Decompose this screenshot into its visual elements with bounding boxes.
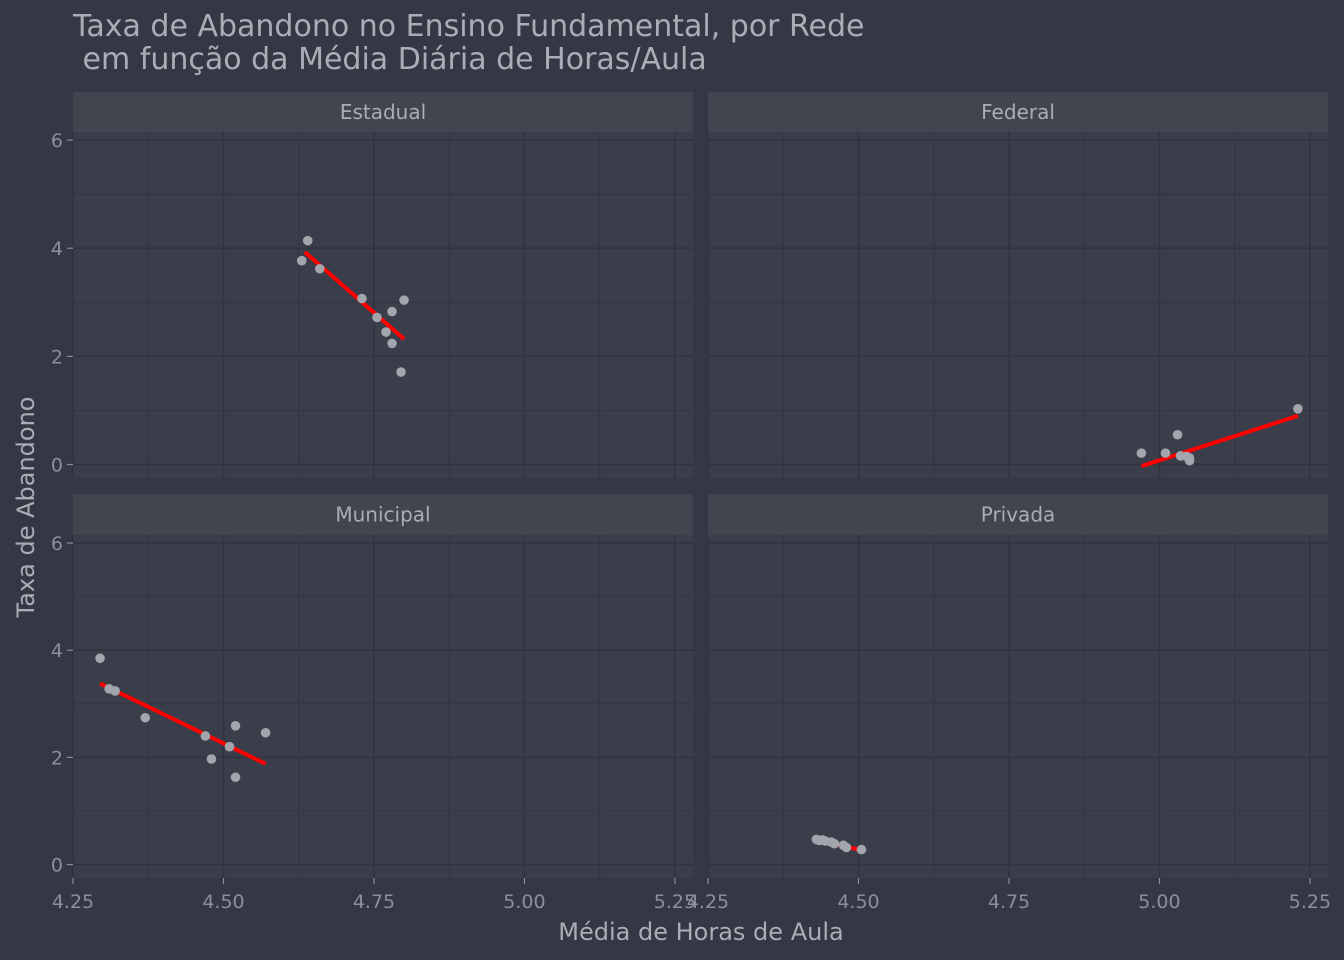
data-point [230,720,241,731]
data-point [381,327,391,337]
x-axis-label: Média de Horas de Aula [558,918,843,946]
x-tick-label: 5.00 [503,891,545,913]
facet-strip [73,494,693,535]
panel-background [73,535,693,878]
facet-panels: Estadual 0 2 4 6 Federal Municipal 0 2 4 6 4.25 4.50… [51,92,1331,913]
facet-privada: Privada 4.25 4.50 4.75 5.00 5.25 [687,494,1331,913]
data-point [1136,448,1147,458]
y-tick-label: 6 [51,130,63,152]
x-tick-label: 4.75 [988,891,1030,913]
y-tick-label: 0 [51,855,63,877]
x-tick-label: 5.00 [1138,891,1180,913]
data-point [95,653,105,664]
facet-strip [708,92,1328,132]
facet-municipal: Municipal 0 2 4 6 4.25 4.50 4.75 5.00 5.25 [51,494,696,913]
y-tick-label: 4 [51,640,63,662]
x-tick-label: 5.25 [654,891,696,913]
data-point [387,338,397,349]
data-point [396,367,406,377]
data-point [829,838,840,849]
data-point [1160,448,1171,458]
chart-title: Taxa de Abandono no Ensino Fundamental, … [72,9,865,44]
regression-line [1140,413,1299,469]
data-point [200,731,211,741]
x-tick-label: 5.25 [1289,891,1331,913]
regression-line [99,681,267,766]
data-point [260,727,271,738]
y-tick-label: 2 [51,747,63,769]
data-point [314,263,325,274]
facet-estadual: Estadual 0 2 4 6 [51,92,693,478]
y-tick-label: 6 [51,533,63,555]
x-tick-label: 4.50 [202,891,244,913]
data-point [1172,429,1183,440]
y-axis-label: Taxa de Abandono [12,397,40,619]
data-point [230,772,241,783]
data-point [841,842,852,853]
x-tick-label: 4.25 [687,891,729,913]
chart-subtitle: em função da Média Diária de Horas/Aula [73,42,707,77]
data-point [399,295,409,305]
data-point [856,844,867,855]
y-tick-label: 0 [51,454,63,476]
panel-background [708,132,1328,478]
y-tick-label: 2 [51,346,63,368]
panel-background [708,535,1328,878]
panel-background [73,132,693,478]
data-point [296,255,307,266]
data-point [387,306,397,317]
x-tick-label: 4.50 [837,891,879,913]
data-point [140,712,151,723]
facet-label: Federal [981,100,1055,124]
data-point [302,235,313,246]
data-point [110,686,120,696]
data-point [1184,455,1195,466]
facet-label: Municipal [335,503,430,527]
x-tick-label: 4.75 [353,891,395,913]
data-point [224,741,235,752]
data-point [1293,404,1303,414]
y-tick-label: 4 [51,238,63,260]
x-tick-label: 4.25 [52,891,94,913]
facet-label: Estadual [340,100,426,124]
data-point [372,312,382,323]
data-point [206,754,217,764]
facet-strip [73,92,693,132]
facet-label: Privada [981,503,1056,527]
data-point [357,293,367,304]
facet-federal: Federal [707,92,1328,478]
facet-strip [708,494,1328,535]
